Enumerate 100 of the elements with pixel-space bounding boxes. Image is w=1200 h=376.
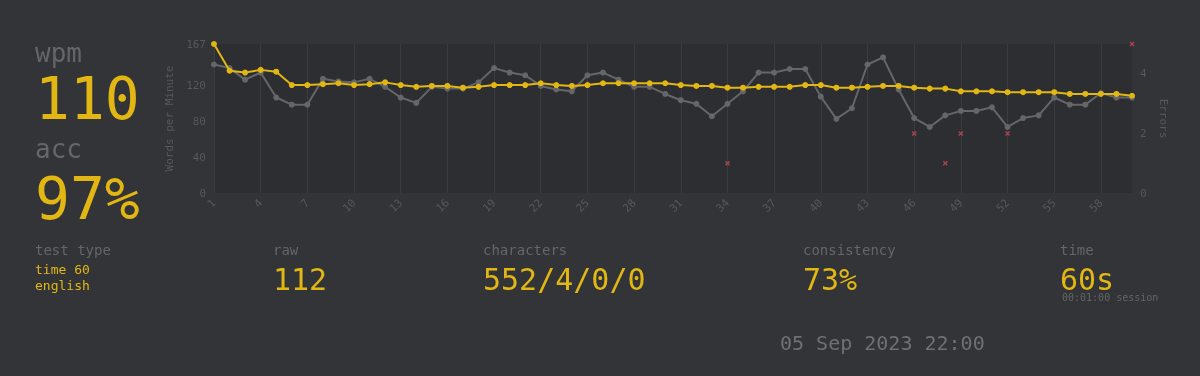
point [693,82,700,89]
point [491,82,498,89]
point [1035,112,1042,119]
text: 552/4/0/0 [483,261,646,297]
point [1066,90,1073,97]
point [1082,101,1089,108]
point [864,83,871,90]
point [708,113,715,120]
point [304,82,311,89]
point [926,85,933,92]
point [568,88,575,95]
text: 05 Sep 2023 22:00 [780,331,985,355]
point [786,83,793,90]
point [382,79,389,86]
point [755,83,762,90]
point [677,82,684,89]
point [942,160,948,166]
point [802,65,809,72]
point [1129,41,1135,47]
point [957,88,964,95]
point [724,160,730,166]
point [1113,90,1120,97]
point [911,130,917,136]
point [211,61,217,68]
point [1004,89,1011,96]
point [848,84,855,91]
point [522,82,529,89]
point [662,80,669,87]
text: english [35,278,90,293]
point [1051,94,1058,101]
point [724,84,731,91]
point [273,68,280,75]
point [288,82,295,89]
point [615,80,622,87]
point [1051,89,1058,96]
point [1035,89,1042,96]
point [911,115,918,122]
point [771,83,778,90]
point [926,123,933,130]
point [973,107,980,114]
point [848,105,855,112]
point [911,84,918,91]
point [1004,123,1011,130]
point [1020,89,1027,96]
text: 97% [35,165,140,233]
point [833,115,840,122]
point [568,82,575,89]
point [817,93,824,100]
point [288,101,295,108]
point [740,84,747,91]
point [942,112,949,119]
text: 112 [273,261,328,297]
point [475,83,482,90]
point [786,65,793,72]
point [973,88,980,95]
point [880,54,887,61]
point [895,82,902,89]
point [817,82,824,89]
point [771,69,778,76]
point [802,82,809,89]
point [677,97,684,104]
text: 110 [35,65,140,133]
point [491,65,498,72]
point [584,72,591,79]
point [319,81,326,88]
point [1066,101,1073,108]
point [957,107,964,114]
point [242,76,249,83]
point [522,72,529,79]
point [864,61,871,68]
point [211,41,217,47]
point [397,82,404,89]
text: time 60 [35,262,90,277]
point [724,100,731,107]
point [693,100,700,107]
point [553,82,560,89]
point [1005,130,1011,136]
point [319,75,326,82]
point [599,69,606,76]
point [413,83,420,90]
point [833,84,840,91]
point [880,82,887,89]
point [506,82,513,89]
point [958,130,964,136]
point [942,85,949,92]
point [304,101,311,108]
point [366,81,373,88]
point [599,80,606,87]
point [584,82,591,89]
point [755,69,762,76]
point [413,99,420,106]
point [1082,90,1089,97]
point [708,82,715,89]
point [242,69,249,76]
point [988,104,995,111]
point [988,88,995,95]
text: 73% [803,261,858,297]
point [662,90,669,97]
point [1020,115,1027,122]
point [506,69,513,76]
